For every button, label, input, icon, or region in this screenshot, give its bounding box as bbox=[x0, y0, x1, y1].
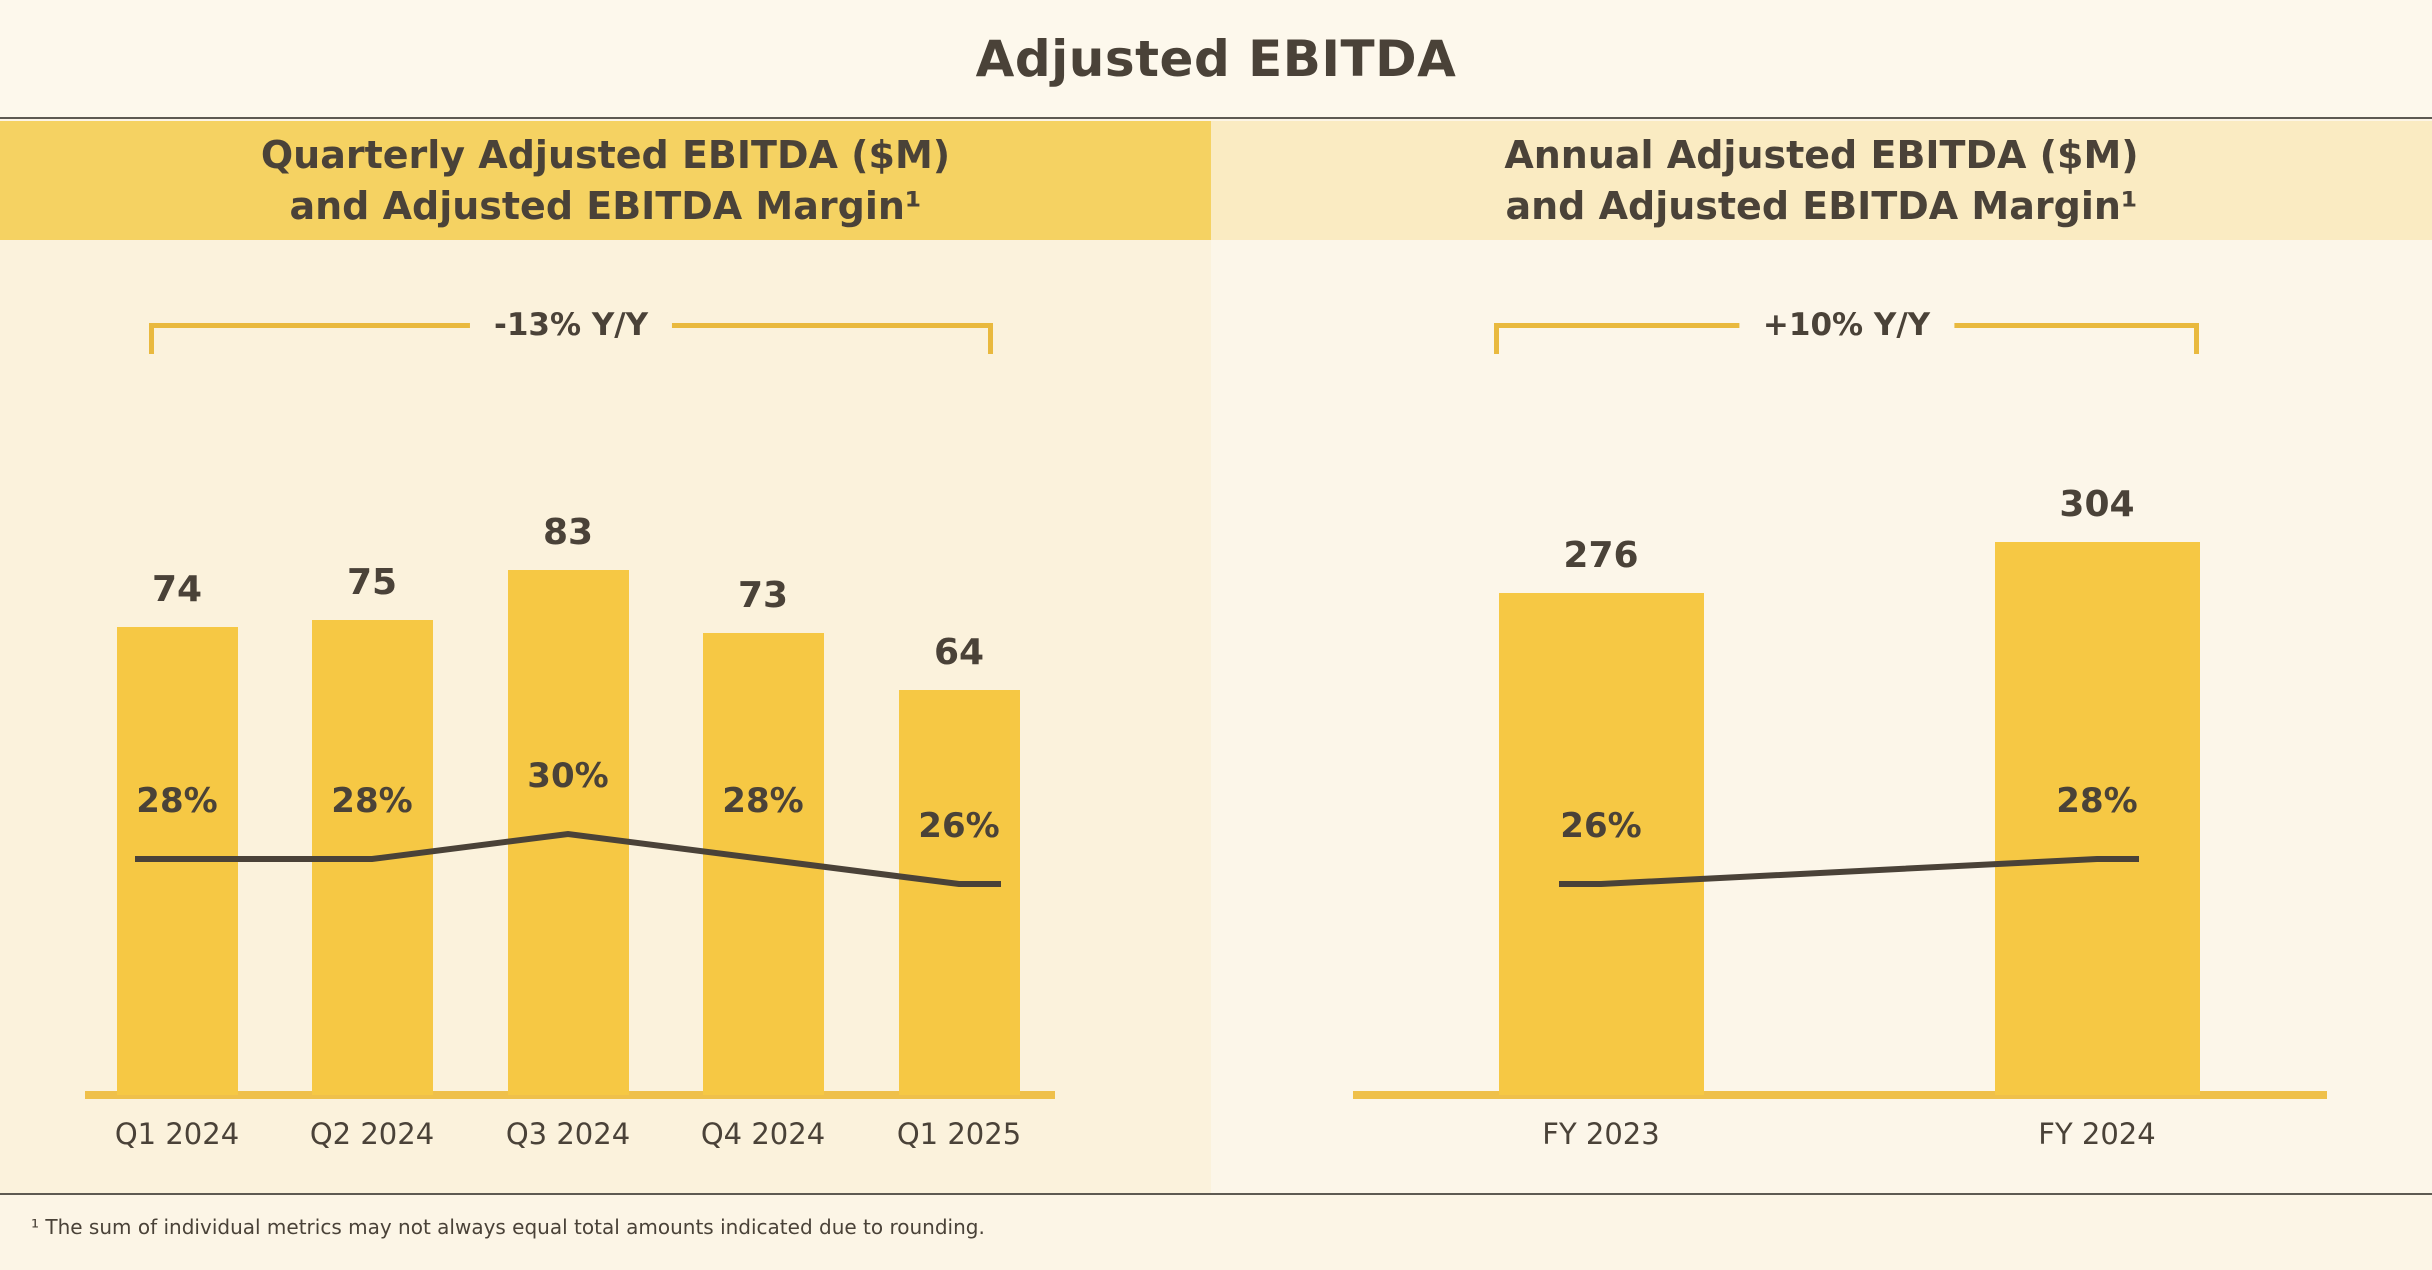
category-label: Q1 2025 bbox=[896, 1117, 1022, 1151]
annual-panel-header: Annual Adjusted EBITDA ($M) and Adjusted… bbox=[1211, 121, 2432, 240]
bar-value-label: 75 bbox=[346, 562, 398, 603]
ebitda-bar bbox=[1994, 542, 2200, 1095]
footnote-bar: ¹ The sum of individual metrics may not … bbox=[0, 1193, 2432, 1270]
bar-value-label: 74 bbox=[151, 569, 203, 610]
margin-line bbox=[1559, 856, 2139, 887]
bar-value-label: 83 bbox=[542, 512, 594, 553]
annual-ebitda-chart: +10% Y/Y 276 26% FY 2023 304 28% FY 2024 bbox=[1211, 240, 2432, 1193]
margin-percent-label: 26% bbox=[918, 806, 1000, 846]
ebitda-bar bbox=[702, 633, 824, 1095]
ebitda-bar bbox=[311, 620, 433, 1095]
category-label: Q3 2024 bbox=[505, 1117, 631, 1151]
category-label: Q2 2024 bbox=[309, 1117, 435, 1151]
margin-percent-label: 30% bbox=[527, 756, 609, 796]
bracket-tick-left bbox=[149, 323, 154, 354]
ebitda-bar bbox=[1498, 593, 1704, 1095]
quarterly-ebitda-chart: -13% Y/Y 74 28% Q1 2024 75 28% Q2 2024 83 30% Q3 … bbox=[0, 240, 1211, 1193]
margin-percent-label: 26% bbox=[1560, 806, 1642, 846]
bracket-tick-right bbox=[988, 323, 993, 354]
category-label: FY 2023 bbox=[1542, 1117, 1660, 1151]
margin-percent-label: 28% bbox=[331, 781, 413, 821]
annual-panel-title-line1: Annual Adjusted EBITDA ($M) bbox=[1504, 133, 2139, 178]
title-band: Adjusted EBITDA bbox=[0, 0, 2432, 119]
category-label: FY 2024 bbox=[2038, 1117, 2156, 1151]
category-label: Q4 2024 bbox=[700, 1117, 826, 1151]
page-title: Adjusted EBITDA bbox=[975, 29, 1457, 88]
margin-percent-label: 28% bbox=[722, 781, 804, 821]
bar-value-label: 64 bbox=[933, 632, 985, 673]
quarterly-panel-header: Quarterly Adjusted EBITDA ($M) and Adjus… bbox=[0, 121, 1211, 240]
yoy-change-label: +10% Y/Y bbox=[1738, 305, 1955, 345]
quarterly-panel-title-line1: Quarterly Adjusted EBITDA ($M) bbox=[260, 133, 951, 178]
yoy-bracket: -13% Y/Y bbox=[149, 305, 993, 354]
bar-value-label: 73 bbox=[737, 575, 789, 616]
bracket-tick-right bbox=[2194, 323, 2199, 354]
annual-panel-title-line2: and Adjusted EBITDA Margin¹ bbox=[1505, 183, 2138, 228]
yoy-change-label: -13% Y/Y bbox=[469, 305, 673, 345]
footnote: ¹ The sum of individual metrics may not … bbox=[31, 1215, 985, 1239]
ebitda-bar bbox=[898, 690, 1020, 1095]
ebitda-bar bbox=[507, 570, 629, 1095]
ebitda-bar bbox=[116, 627, 238, 1095]
quarterly-panel-title-line2: and Adjusted EBITDA Margin¹ bbox=[289, 183, 922, 228]
x-axis-line bbox=[85, 1091, 1055, 1099]
x-axis-line bbox=[1353, 1091, 2327, 1099]
category-label: Q1 2024 bbox=[114, 1117, 240, 1151]
margin-percent-label: 28% bbox=[2056, 781, 2138, 821]
margin-percent-label: 28% bbox=[136, 781, 218, 821]
yoy-bracket: +10% Y/Y bbox=[1494, 305, 2199, 354]
bar-value-label: 304 bbox=[2059, 484, 2135, 525]
bracket-tick-left bbox=[1494, 323, 1499, 354]
bar-value-label: 276 bbox=[1563, 535, 1639, 576]
